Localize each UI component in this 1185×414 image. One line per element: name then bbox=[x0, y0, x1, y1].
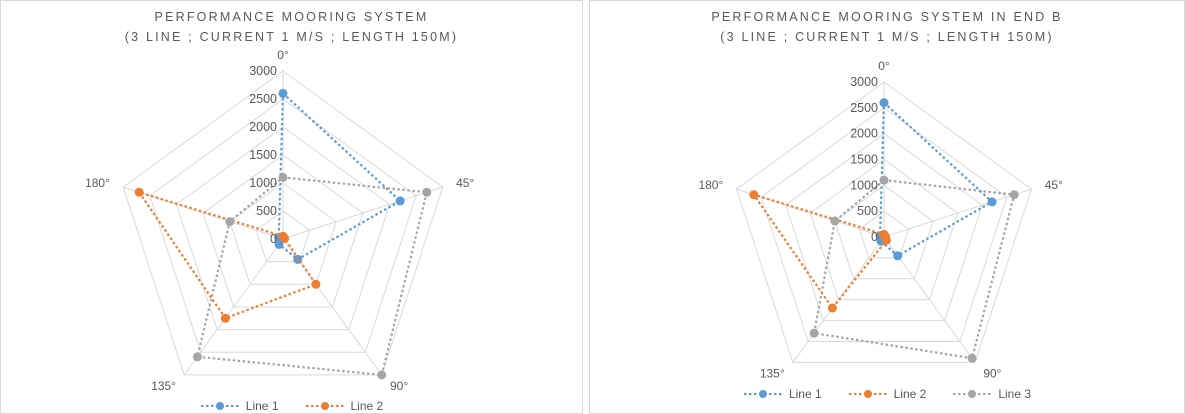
data-point bbox=[225, 217, 235, 227]
axis-spoke bbox=[792, 236, 885, 363]
data-point bbox=[377, 370, 387, 380]
category-label: 135° bbox=[151, 379, 176, 393]
data-point bbox=[967, 353, 977, 363]
tick-label: 1500 bbox=[249, 148, 277, 162]
legend-label: Line 1 bbox=[788, 387, 822, 401]
tick-label: 1000 bbox=[249, 176, 277, 190]
gridline bbox=[785, 133, 983, 322]
gridline bbox=[255, 210, 311, 263]
legend-marker bbox=[215, 402, 224, 410]
data-point bbox=[879, 98, 889, 108]
category-label: 45° bbox=[1045, 178, 1063, 192]
legend-swatch bbox=[743, 390, 782, 398]
category-label: 90° bbox=[983, 367, 1001, 381]
data-point bbox=[311, 279, 321, 289]
chart-panel-right: PERFORMANCE MOORING SYSTEM IN END B (3 L… bbox=[589, 0, 1185, 414]
axis-spoke bbox=[183, 238, 284, 376]
chart-legend: Line 1 Line 2 Line 3 bbox=[590, 385, 1184, 403]
data-point bbox=[278, 172, 288, 182]
data-point bbox=[1009, 190, 1019, 200]
category-label: 180° bbox=[85, 176, 110, 190]
data-point bbox=[395, 196, 405, 206]
legend-marker bbox=[320, 402, 329, 410]
data-point bbox=[879, 175, 889, 185]
gridline bbox=[202, 154, 364, 308]
chart-panel-left: PERFORMANCE MOORING SYSTEM (3 LINE ; CUR… bbox=[0, 0, 583, 414]
legend-label: Line 2 bbox=[893, 387, 927, 401]
tick-label: 0 bbox=[871, 230, 878, 244]
series-line bbox=[136, 190, 318, 320]
chart-subtitle: (3 LINE ; CURRENT 1 M/S ; LENGTH 150M) bbox=[124, 30, 459, 44]
gridline bbox=[122, 70, 444, 376]
category-label: 0° bbox=[277, 48, 289, 62]
legend-swatch bbox=[200, 402, 239, 410]
category-label: 45° bbox=[456, 176, 474, 190]
legend-label: Line 1 bbox=[245, 399, 279, 413]
gridline bbox=[760, 107, 1008, 342]
tick-label: 3000 bbox=[850, 75, 878, 89]
category-label: 90° bbox=[390, 379, 408, 393]
category-label: 180° bbox=[698, 178, 723, 192]
legend-item: Line 2 bbox=[848, 385, 927, 403]
gridline bbox=[229, 182, 337, 285]
gridline bbox=[809, 158, 959, 301]
axis-spoke bbox=[123, 186, 284, 240]
data-point bbox=[893, 251, 903, 261]
legend-marker bbox=[863, 390, 872, 398]
data-point bbox=[278, 88, 288, 98]
legend-label: Line 3 bbox=[998, 387, 1032, 401]
legend-swatch bbox=[305, 402, 344, 410]
data-point bbox=[280, 233, 290, 243]
chart-title: PERFORMANCE MOORING SYSTEM IN END B bbox=[711, 10, 1063, 24]
data-point bbox=[220, 313, 230, 323]
legend-item: Line 1 bbox=[743, 385, 822, 403]
gridline bbox=[735, 81, 1033, 363]
tick-label: 1500 bbox=[850, 153, 878, 167]
gridline bbox=[858, 210, 910, 259]
tick-label: 2000 bbox=[249, 120, 277, 134]
data-point bbox=[827, 303, 837, 313]
data-point bbox=[987, 197, 997, 207]
legend-label: Line 2 bbox=[350, 399, 384, 413]
tick-label: 2000 bbox=[850, 127, 878, 141]
tick-label: 3000 bbox=[249, 64, 277, 78]
legend-swatch bbox=[953, 390, 992, 398]
gridline bbox=[149, 98, 417, 353]
data-point bbox=[274, 239, 284, 249]
tick-label: 2500 bbox=[850, 101, 878, 115]
data-point bbox=[422, 187, 432, 197]
legend-marker bbox=[758, 390, 767, 398]
axis-spoke bbox=[883, 188, 1032, 238]
data-point bbox=[749, 190, 759, 200]
tick-label: 2500 bbox=[249, 92, 277, 106]
data-point bbox=[809, 328, 819, 338]
series-line bbox=[878, 100, 994, 258]
tick-label: 500 bbox=[857, 204, 878, 218]
legend-item: Line 1 bbox=[200, 397, 279, 413]
legend-item: Line 2 bbox=[305, 397, 384, 413]
legend-item: Line 3 bbox=[952, 385, 1031, 403]
tick-label: 0 bbox=[270, 232, 277, 246]
chart-subtitle: (3 LINE ; CURRENT 1 M/S ; LENGTH 150M) bbox=[720, 30, 1054, 44]
series-line bbox=[196, 176, 429, 377]
gridline bbox=[834, 184, 934, 280]
legend-marker bbox=[968, 390, 977, 398]
chart-legend: Line 1 Line 2 bbox=[1, 397, 582, 413]
gridline bbox=[175, 126, 391, 331]
category-label: 135° bbox=[760, 367, 785, 381]
category-label: 0° bbox=[878, 59, 890, 73]
data-point bbox=[830, 216, 840, 226]
series-line bbox=[277, 90, 403, 261]
chart-title: PERFORMANCE MOORING SYSTEM bbox=[154, 10, 429, 24]
axis-spoke bbox=[282, 186, 443, 240]
data-point bbox=[192, 352, 202, 362]
legend-swatch bbox=[848, 390, 887, 398]
tick-label: 500 bbox=[256, 204, 277, 218]
data-point bbox=[881, 235, 891, 245]
tick-label: 1000 bbox=[850, 178, 878, 192]
data-point bbox=[134, 187, 144, 197]
